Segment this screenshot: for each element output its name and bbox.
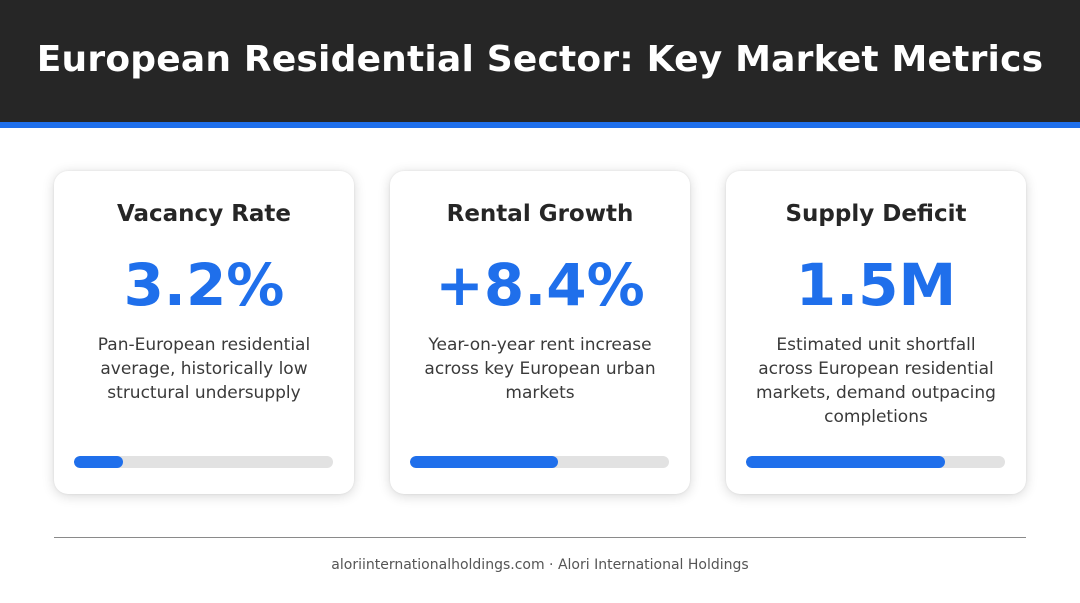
metric-description: Pan-European residential average, histor… <box>97 335 311 403</box>
metric-title: Rental Growth <box>446 201 634 227</box>
metric-description: Year-on-year rent increase across key Eu… <box>424 335 656 403</box>
metric-value: 3.2% <box>123 251 285 319</box>
footer-divider <box>54 537 1026 538</box>
header-bar: European Residential Sector: Key Market … <box>0 0 1080 122</box>
metric-title: Supply Deficit <box>785 201 967 227</box>
progress-fill <box>410 456 558 468</box>
progress-fill <box>746 456 946 468</box>
metric-card-rental-growth: Rental Growth +8.4% Year-on-year rent in… <box>390 171 690 494</box>
metric-card-vacancy-rate: Vacancy Rate 3.2% Pan-European residenti… <box>54 171 354 494</box>
metric-value: +8.4% <box>435 251 645 319</box>
metric-value: 1.5M <box>795 251 957 319</box>
progress-track <box>74 456 333 468</box>
metric-title: Vacancy Rate <box>116 201 292 227</box>
progress-fill <box>74 456 124 468</box>
progress-track <box>410 456 669 468</box>
progress-track <box>746 456 1005 468</box>
metric-description: Estimated unit shortfall across European… <box>756 335 996 427</box>
page-title: European Residential Sector: Key Market … <box>36 38 1044 80</box>
footer-attribution: aloriinternationalholdings.com · Alori I… <box>331 557 749 573</box>
accent-divider <box>0 122 1080 128</box>
metric-card-supply-deficit: Supply Deficit 1.5M Estimated unit short… <box>726 171 1026 494</box>
